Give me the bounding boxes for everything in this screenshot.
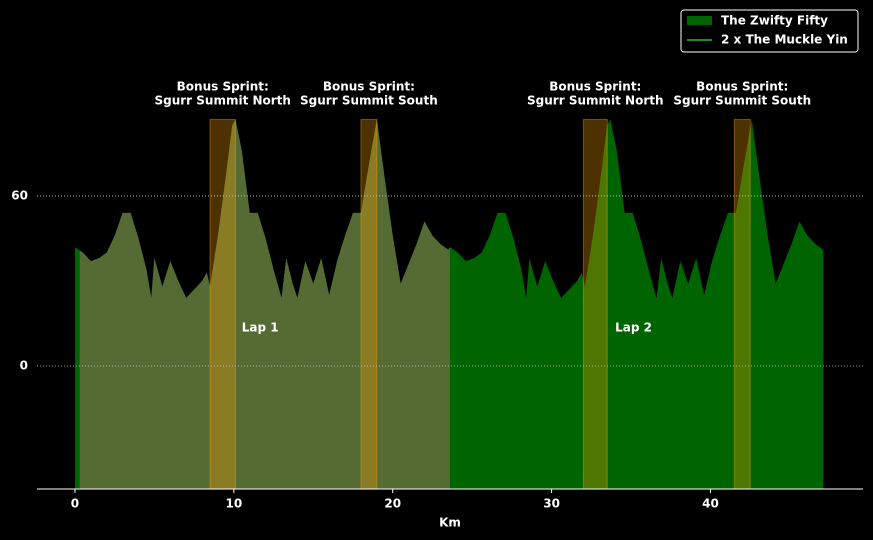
legend-label: The Zwifty Fifty <box>721 14 828 28</box>
sprint-span <box>209 118 236 490</box>
legend: The Zwifty Fifty 2 x The Muckle Yin <box>680 9 859 53</box>
legend-swatch <box>687 16 712 25</box>
sprint-label: Sgurr Summit North <box>154 94 291 108</box>
x-tick-label: 20 <box>384 497 401 511</box>
sprint-label: Bonus Sprint: <box>696 80 788 94</box>
lap-label: Lap 1 <box>242 321 279 335</box>
sprint-label: Sgurr Summit South <box>300 94 438 108</box>
x-tick-label: 10 <box>225 497 242 511</box>
y-tick-label: 0 <box>20 358 28 372</box>
x-tick-label: 30 <box>543 497 560 511</box>
x-tick-label: 40 <box>702 497 719 511</box>
sprint-label: Bonus Sprint: <box>323 80 415 94</box>
sprint-label: Sgurr Summit South <box>673 94 811 108</box>
x-axis-label: Km <box>439 516 461 530</box>
sprint-label: Bonus Sprint: <box>549 80 641 94</box>
lap-label: Lap 2 <box>615 321 652 335</box>
sprint-span <box>733 118 751 490</box>
legend-label: 2 x The Muckle Yin <box>721 33 848 47</box>
y-tick-label: 60 <box>11 188 28 202</box>
legend-box <box>680 9 859 53</box>
sprint-label: Bonus Sprint: <box>177 80 269 94</box>
sprint-label: Sgurr Summit North <box>527 94 664 108</box>
sprint-span <box>582 118 608 490</box>
sprint-span <box>360 118 378 490</box>
x-tick-label: 0 <box>71 497 79 511</box>
